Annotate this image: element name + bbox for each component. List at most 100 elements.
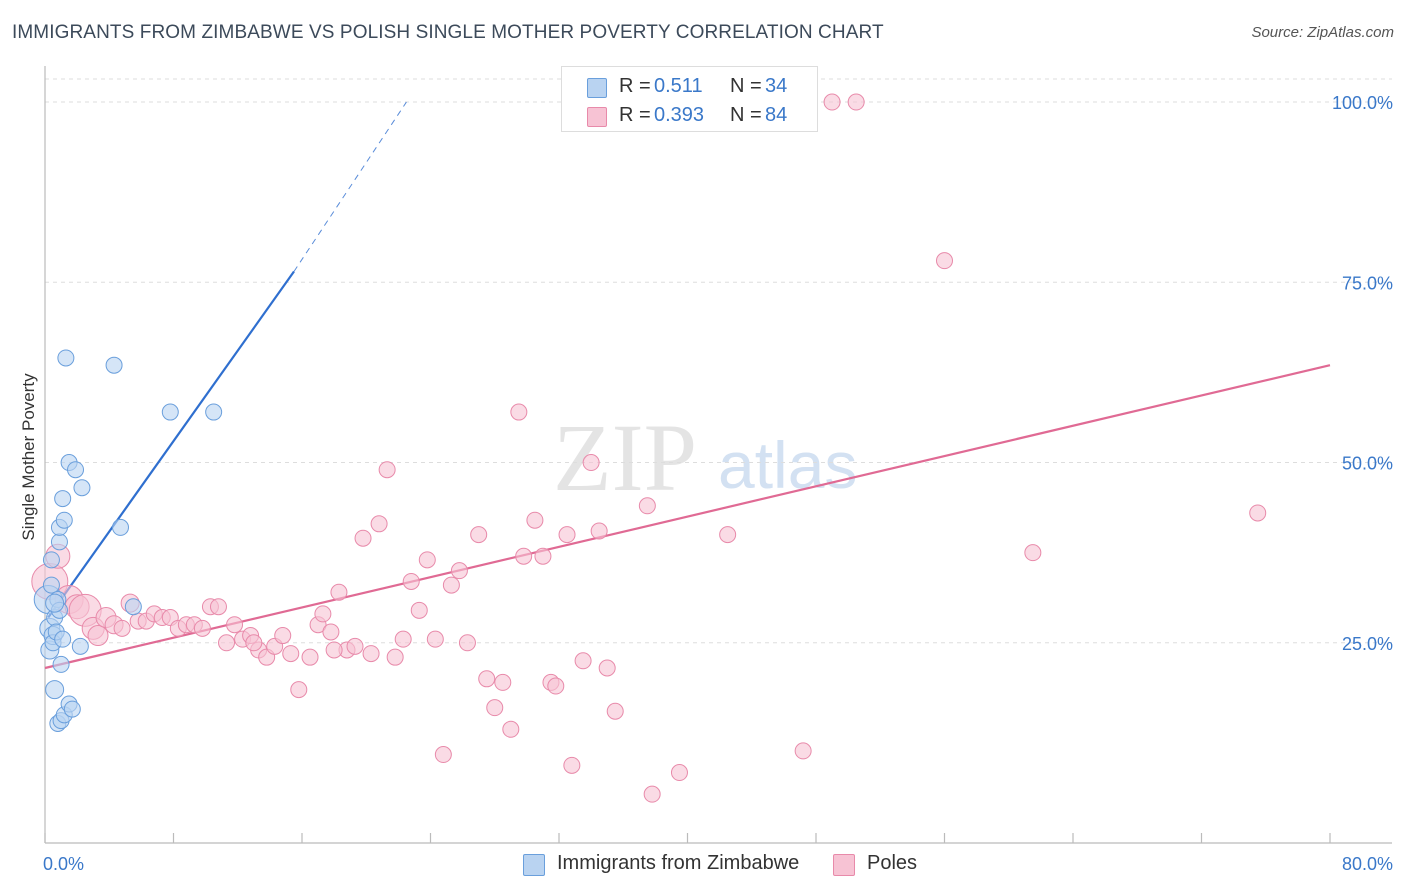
r-label: R = <box>619 75 651 97</box>
watermark-atlas: atlas <box>718 428 857 502</box>
pink-swatch-icon <box>833 854 855 876</box>
poles-point <box>547 677 565 695</box>
n-value: 34 <box>765 75 788 97</box>
poles-point <box>290 681 308 699</box>
poles-point <box>1249 504 1267 522</box>
poles-point <box>226 616 244 634</box>
zimbabwe-point <box>111 518 129 536</box>
zimbabwe-point <box>161 403 179 421</box>
zimbabwe-point <box>105 356 123 374</box>
poles-point <box>113 619 131 637</box>
legend-label: Immigrants from Zimbabwe <box>557 852 800 874</box>
poles-point <box>582 454 600 472</box>
x-tick-label: 0.0% <box>43 854 84 874</box>
legend-label: Poles <box>867 852 918 874</box>
pink-swatch-icon <box>587 107 607 127</box>
poles-point <box>606 702 624 720</box>
y-tick-label: 100.0% <box>1332 93 1393 113</box>
zimbabwe-point <box>55 511 73 529</box>
poles-point <box>418 551 436 569</box>
poles-point <box>410 601 428 619</box>
poles-point <box>470 526 488 544</box>
poles-point <box>218 634 236 652</box>
poles-point <box>534 547 552 565</box>
poles-point <box>378 461 396 479</box>
poles-point <box>598 659 616 677</box>
x-tick-label: 80.0% <box>1342 854 1393 874</box>
poles-point <box>515 547 533 565</box>
r-value: 0.393 <box>654 104 705 126</box>
y-axis-label: Single Mother Poverty <box>19 373 38 541</box>
poles-point <box>638 497 656 515</box>
zimbabwe-point <box>42 576 60 594</box>
poles-point <box>322 623 340 641</box>
legend-row-zimbabwe: R = 0.511 N = 34 <box>562 71 817 101</box>
zimbabwe-point <box>50 533 68 551</box>
zimbabwe-point <box>205 403 223 421</box>
poles-point <box>936 252 953 270</box>
poles-point <box>526 511 544 529</box>
watermark-zip: ZIP <box>553 404 697 511</box>
poles-point <box>394 630 412 648</box>
zimbabwe-point <box>52 655 70 673</box>
zimbabwe-point <box>45 680 65 700</box>
zimbabwe-point <box>42 551 60 569</box>
poles-point <box>574 652 592 670</box>
y-tick-label: 50.0% <box>1342 454 1393 474</box>
chart-title: IMMIGRANTS FROM ZIMBABWE VS POLISH SINGL… <box>12 22 884 43</box>
poles-point <box>558 526 576 544</box>
y-tick-label: 25.0% <box>1342 634 1393 654</box>
poles-point <box>362 645 380 663</box>
poles-point <box>434 746 452 764</box>
poles-point <box>370 515 388 533</box>
poles-point <box>314 605 332 623</box>
poles-point <box>245 634 263 652</box>
poles-point <box>450 562 468 580</box>
zimbabwe-point <box>124 598 142 616</box>
correlation-legend: R = 0.511 N = 34 R = 0.393 N = 84 <box>561 66 818 132</box>
poles-point <box>670 764 688 782</box>
n-value: 84 <box>765 104 788 126</box>
r-label: R = <box>619 104 651 126</box>
poles-point <box>486 699 504 717</box>
poles-point <box>346 637 364 655</box>
poles-point <box>847 93 865 111</box>
poles-point <box>478 670 496 688</box>
poles-point <box>354 529 372 547</box>
poles-point <box>794 742 812 760</box>
poles-point <box>719 526 737 544</box>
poles-point <box>301 648 319 666</box>
poles-point <box>87 625 109 647</box>
poles-point <box>458 634 476 652</box>
zimbabwe-point <box>54 630 72 648</box>
poles-point <box>330 583 348 601</box>
blue-swatch-icon <box>587 78 607 98</box>
poles-point <box>282 645 300 663</box>
zimbabwe-point <box>73 479 91 497</box>
poles-point <box>325 641 343 659</box>
poles-point <box>590 522 608 540</box>
poles-point <box>386 648 404 666</box>
n-label: N = <box>730 75 762 97</box>
zimbabwe-point <box>67 461 85 479</box>
n-label: N = <box>730 104 762 126</box>
zimbabwe-point <box>71 637 89 655</box>
r-value: 0.511 <box>654 75 703 97</box>
poles-point <box>442 576 460 594</box>
legend-row-poles: R = 0.393 N = 84 <box>562 100 817 130</box>
blue-swatch-icon <box>523 854 545 876</box>
poles-point <box>823 93 841 111</box>
poles-point <box>426 630 444 648</box>
poles-point <box>494 673 512 691</box>
zimbabwe-trend-line <box>47 270 295 619</box>
poles-point <box>402 572 420 590</box>
poles-point <box>209 598 227 616</box>
poles-point <box>510 403 528 421</box>
y-tick-label: 75.0% <box>1342 273 1393 293</box>
poles-point <box>1024 544 1042 562</box>
source-label: Source: ZipAtlas.com <box>1251 24 1394 41</box>
poles-point <box>502 720 520 738</box>
poles-trend-line <box>44 364 1331 670</box>
poles-point <box>643 785 661 803</box>
poles-point <box>563 756 581 774</box>
